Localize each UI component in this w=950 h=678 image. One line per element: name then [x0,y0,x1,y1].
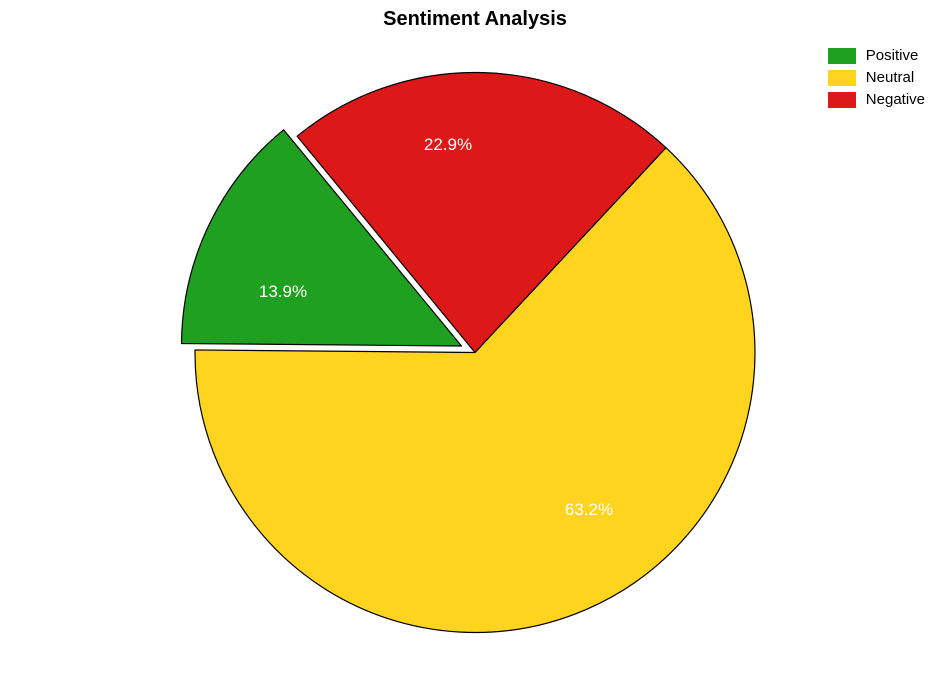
legend-item-neutral: Neutral [828,69,925,86]
pie-chart [155,33,795,678]
legend-item-positive: Positive [828,47,925,64]
legend-swatch-positive [828,48,856,64]
legend-swatch-neutral [828,70,856,86]
slice-label-neutral: 63.2% [565,500,613,520]
legend-label-negative: Negative [866,91,925,108]
legend-swatch-negative [828,92,856,108]
slice-label-negative: 22.9% [424,135,472,155]
chart-title: Sentiment Analysis [383,8,567,31]
slice-label-positive: 13.9% [259,282,307,302]
legend-label-positive: Positive [866,47,919,64]
legend-label-neutral: Neutral [866,69,914,86]
legend-item-negative: Negative [828,91,925,108]
legend: Positive Neutral Negative [828,47,925,113]
